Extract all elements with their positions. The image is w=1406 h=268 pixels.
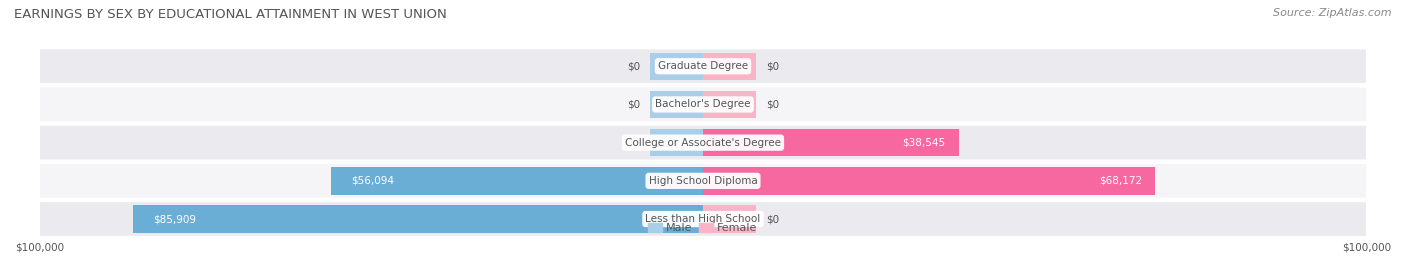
- Text: $0: $0: [627, 99, 640, 109]
- Bar: [703, 129, 959, 157]
- FancyBboxPatch shape: [39, 164, 1367, 198]
- Legend: Male, Female: Male, Female: [645, 219, 761, 236]
- Text: Source: ZipAtlas.com: Source: ZipAtlas.com: [1274, 8, 1392, 18]
- Text: Graduate Degree: Graduate Degree: [658, 61, 748, 71]
- Text: High School Diploma: High School Diploma: [648, 176, 758, 186]
- Text: $0: $0: [766, 61, 779, 71]
- Bar: [650, 91, 703, 118]
- Text: $38,545: $38,545: [903, 138, 945, 148]
- Text: $0: $0: [766, 99, 779, 109]
- Text: $85,909: $85,909: [153, 214, 195, 224]
- Bar: [703, 91, 756, 118]
- Text: College or Associate's Degree: College or Associate's Degree: [626, 138, 780, 148]
- Bar: [650, 53, 703, 80]
- Text: $0: $0: [627, 138, 640, 148]
- Bar: [703, 53, 756, 80]
- FancyBboxPatch shape: [39, 126, 1367, 159]
- Text: Bachelor's Degree: Bachelor's Degree: [655, 99, 751, 109]
- FancyBboxPatch shape: [39, 202, 1367, 236]
- Bar: [703, 167, 1156, 195]
- FancyBboxPatch shape: [39, 50, 1367, 83]
- Text: $56,094: $56,094: [350, 176, 394, 186]
- Bar: [703, 205, 756, 233]
- Text: Less than High School: Less than High School: [645, 214, 761, 224]
- Text: EARNINGS BY SEX BY EDUCATIONAL ATTAINMENT IN WEST UNION: EARNINGS BY SEX BY EDUCATIONAL ATTAINMEN…: [14, 8, 447, 21]
- FancyBboxPatch shape: [39, 88, 1367, 121]
- Bar: [650, 129, 703, 157]
- Text: $0: $0: [766, 214, 779, 224]
- Text: $0: $0: [627, 61, 640, 71]
- Text: $68,172: $68,172: [1099, 176, 1142, 186]
- Bar: [330, 167, 703, 195]
- Bar: [134, 205, 703, 233]
